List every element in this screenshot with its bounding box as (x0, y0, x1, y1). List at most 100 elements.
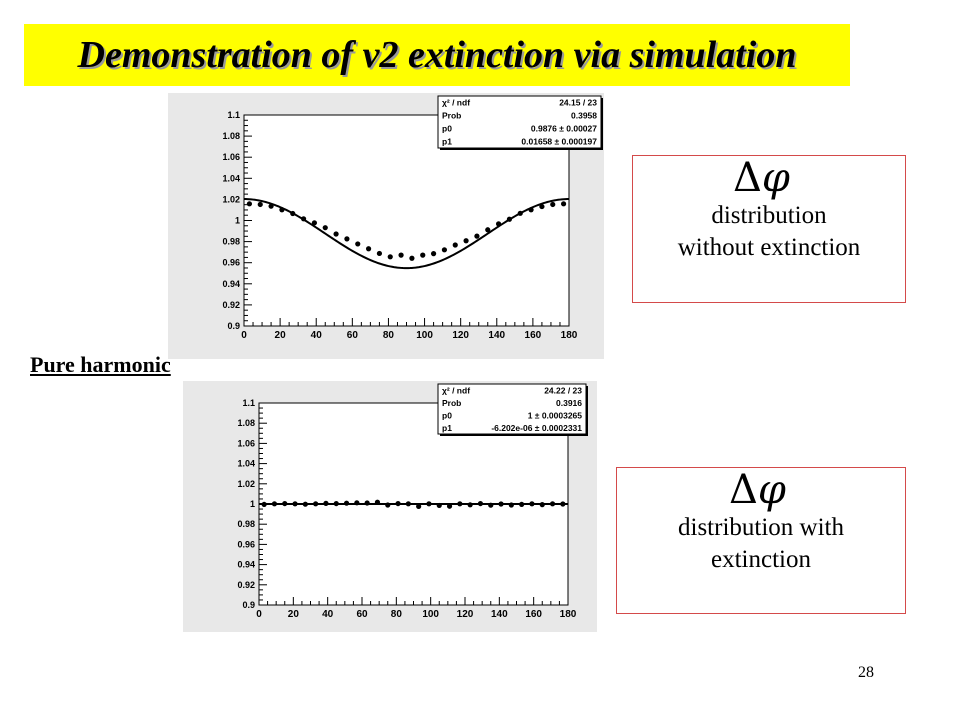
stat-label: p1 (442, 137, 452, 147)
data-point (498, 501, 504, 507)
data-point (385, 502, 391, 508)
stats-box-shadow (440, 148, 603, 150)
data-point (322, 225, 328, 231)
data-point (477, 500, 484, 507)
data-point (282, 500, 288, 507)
data-point (416, 503, 422, 510)
data-point (549, 501, 556, 507)
note-line-1: distribution with (678, 514, 844, 541)
data-point (409, 255, 415, 261)
y-tick-label: 1.06 (237, 438, 255, 448)
stat-label: p0 (442, 124, 452, 134)
delta-phi-symbol: Δφ (729, 467, 786, 513)
data-point (333, 500, 339, 507)
stats-box-shadow (440, 434, 588, 436)
data-point (457, 501, 463, 507)
y-tick-label: 0.9 (242, 600, 255, 610)
data-point (311, 220, 318, 226)
stats-box-shadow (601, 98, 603, 150)
data-point (300, 216, 307, 222)
data-point (343, 500, 350, 506)
data-point (398, 252, 404, 258)
data-point (506, 216, 513, 222)
data-point (495, 221, 502, 227)
data-point (528, 207, 534, 213)
y-tick-label: 1.04 (222, 173, 240, 183)
title-banner: Demonstration of v2 extinction via simul… (24, 24, 850, 86)
stats-box-shadow (586, 386, 588, 436)
stat-label: p1 (442, 423, 452, 433)
x-tick-label: 180 (561, 330, 578, 341)
pure-harmonic-label: Pure harmonic (30, 352, 171, 377)
data-point (290, 210, 296, 217)
data-point (355, 241, 361, 247)
data-point (354, 500, 360, 506)
data-point (539, 203, 545, 210)
data-point (474, 233, 480, 239)
data-point (313, 501, 319, 507)
data-point (268, 203, 274, 209)
delta-phi-symbol: Δφ (733, 155, 790, 201)
stat-label: Prob (442, 398, 461, 408)
plot-panel-bottom: 0.9 0.92 0.94 0.96 0.98 1 1.02 1.04 1.06 1.08 1.1 0… (183, 381, 597, 632)
x-tick-label: 80 (391, 609, 403, 620)
data-point (246, 201, 253, 207)
y-tick-label: 0.9 (227, 321, 240, 331)
plot-panel-top: 0.9 0.92 0.94 0.96 0.98 1 1.02 1.04 1.06 1.08 1.1 0… (168, 93, 604, 359)
data-point (529, 501, 535, 507)
x-tick-label: 20 (275, 330, 287, 341)
stat-value: 1 ± 0.0003265 (528, 410, 583, 420)
data-point (302, 501, 308, 507)
x-tick-label: 100 (416, 330, 433, 341)
y-tick-label: 0.98 (237, 519, 255, 529)
data-point (374, 499, 381, 505)
y-tick-label: 1.06 (222, 152, 240, 162)
data-point (344, 236, 350, 242)
y-tick-label: 1.02 (237, 479, 255, 489)
y-tick-label: 1.1 (242, 398, 255, 408)
x-tick-label: 0 (256, 609, 262, 620)
stat-label: Prob (442, 111, 461, 121)
stats-box: χ² / ndf 24.15 / 23 Prob 0.3958 p0 0.9876 ± 0… (437, 95, 603, 150)
page-number: 28 (858, 664, 874, 681)
x-tick-label: 40 (322, 609, 334, 620)
y-tick-label: 1.08 (237, 418, 255, 428)
x-tick-label: 120 (457, 609, 474, 620)
stat-value: 24.22 / 23 (544, 385, 582, 395)
data-point (488, 502, 494, 508)
x-tick-label: 80 (383, 330, 395, 341)
data-point (519, 501, 525, 508)
note-line-1: distribution (711, 202, 827, 229)
data-point (395, 500, 401, 507)
stats-box: χ² / ndf 24.22 / 23 Prob 0.3916 p0 1 ± 0.0003… (437, 383, 588, 436)
stat-value: 24.15 / 23 (559, 98, 597, 108)
data-point (539, 502, 545, 508)
x-tick-label: 140 (491, 609, 508, 620)
x-tick-label: 20 (288, 609, 300, 620)
note-with-extinction: Δφ distribution with extinction (616, 467, 906, 614)
x-tick-label: 60 (356, 609, 368, 620)
note-line-2: without extinction (677, 234, 861, 261)
y-tick-label: 1.02 (222, 194, 240, 204)
y-tick-label: 1 (235, 216, 240, 226)
x-tick-label: 160 (525, 330, 542, 341)
y-tick-label: 1 (250, 499, 255, 509)
data-point (441, 247, 448, 253)
y-tick-label: 0.92 (222, 300, 240, 310)
data-point (436, 502, 442, 509)
stat-label: χ² / ndf (442, 385, 470, 395)
data-point (467, 502, 473, 508)
y-tick-label: 0.96 (222, 258, 240, 268)
y-tick-label: 0.96 (237, 539, 255, 549)
y-tick-label: 1.08 (222, 131, 240, 141)
plot-frame (243, 114, 570, 327)
note-without-extinction: Δφ distribution without extinction (632, 155, 906, 303)
data-point (508, 502, 514, 508)
x-tick-label: 60 (347, 330, 359, 341)
chart-without-extinction: 0.9 0.92 0.94 0.96 0.98 1 1.02 1.04 1.06 1.08 1.1 0… (222, 95, 603, 341)
stat-value: -6.202e-06 ± 0.0002331 (491, 423, 582, 433)
stat-value: 0.3916 (556, 398, 582, 408)
data-point (364, 500, 370, 506)
x-tick-label: 40 (311, 330, 323, 341)
x-tick-label: 140 (488, 330, 505, 341)
